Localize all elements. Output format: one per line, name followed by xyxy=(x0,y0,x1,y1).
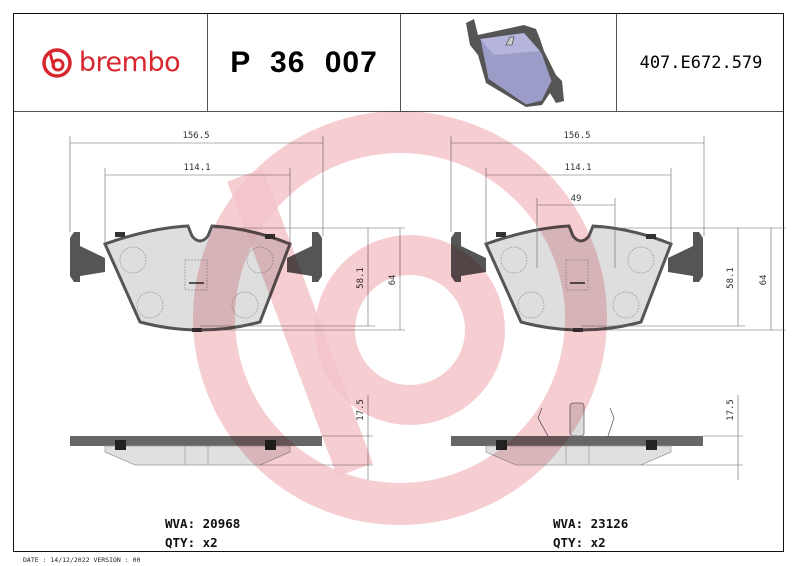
wear-sensor xyxy=(537,402,615,437)
dim-sensor-spacing-2: 49 xyxy=(571,194,582,204)
footer-date-version: DATE : 14/12/2022 VERSION : 00 xyxy=(23,556,141,564)
dim-height-friction-2: 58.1 xyxy=(726,267,736,289)
pad-front-view-1 xyxy=(68,224,324,334)
dim-height-overall-1: 64 xyxy=(388,275,398,286)
wva-value-2: 23126 xyxy=(590,516,629,531)
qty-label-2: QTY: xyxy=(553,535,584,550)
product-image-cell xyxy=(401,14,617,111)
brake-pad-3d-icon xyxy=(465,19,564,107)
wva-label-1: WVA: xyxy=(165,516,196,531)
pad-front-view-2 xyxy=(449,224,705,334)
dim-thickness-1: 17.5 xyxy=(356,399,366,421)
brembo-logo-icon xyxy=(42,47,72,78)
info-block-2: WVA: 23126 QTY: x2 xyxy=(553,514,628,552)
wva-label-2: WVA: xyxy=(553,516,584,531)
dim-thickness-2: 17.5 xyxy=(726,399,736,421)
dim-width-friction-1: 114.1 xyxy=(183,163,210,173)
info-block-1: WVA: 20968 QTY: x2 xyxy=(165,514,240,552)
part-number: P 36 007 xyxy=(230,45,378,79)
wva-value-1: 20968 xyxy=(202,516,241,531)
brand-cell: brembo xyxy=(14,14,208,111)
part-number-cell: P 36 007 xyxy=(208,14,401,111)
qty-value-1: x2 xyxy=(202,535,218,550)
qty-label-1: QTY: xyxy=(165,535,196,550)
pad-side-view-2 xyxy=(450,435,704,466)
dim-width-overall-1: 156.5 xyxy=(182,131,209,141)
dim-width-friction-2: 114.1 xyxy=(564,163,591,173)
reference-number: 407.E672.579 xyxy=(639,52,763,73)
pad-side-view-1 xyxy=(69,435,323,466)
reference-cell: 407.E672.579 xyxy=(617,14,785,111)
dim-width-overall-2: 156.5 xyxy=(563,131,590,141)
dim-height-overall-2: 64 xyxy=(759,275,769,286)
brand-name: brembo xyxy=(78,47,181,78)
qty-value-2: x2 xyxy=(590,535,606,550)
dim-height-friction-1: 58.1 xyxy=(356,267,366,289)
